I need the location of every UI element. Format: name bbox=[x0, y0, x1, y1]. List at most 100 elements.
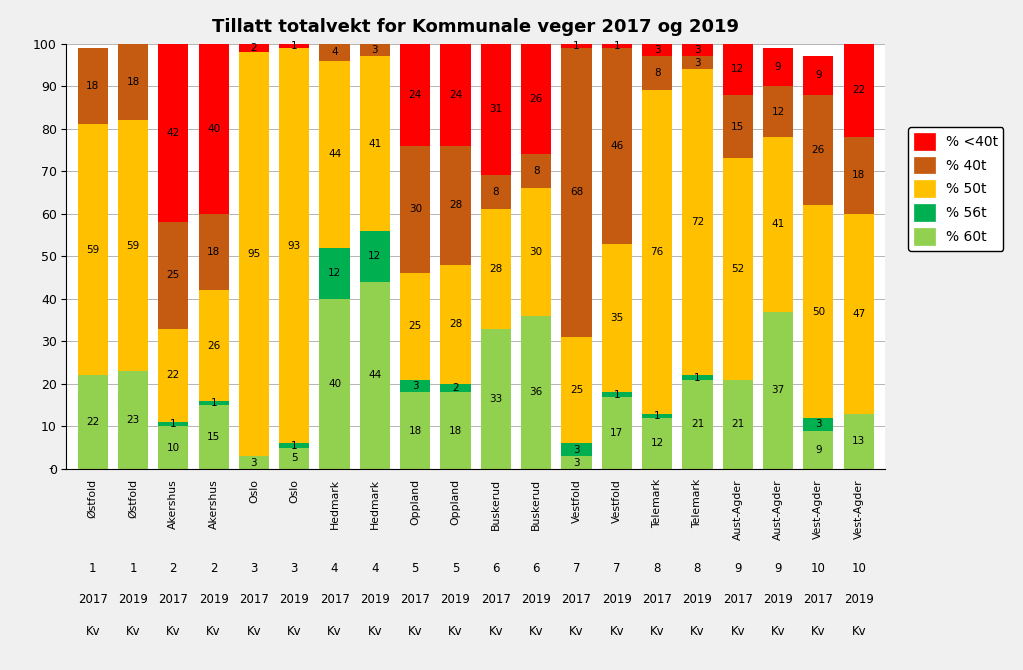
Text: 5: 5 bbox=[452, 561, 459, 575]
Text: Kv: Kv bbox=[730, 624, 745, 638]
Text: 12: 12 bbox=[771, 107, 785, 117]
Text: 44: 44 bbox=[368, 371, 382, 381]
Text: Buskerud: Buskerud bbox=[491, 479, 501, 530]
Text: 22: 22 bbox=[86, 417, 99, 427]
Bar bbox=[400, 44, 431, 145]
Bar bbox=[441, 393, 471, 469]
Text: Hedmark: Hedmark bbox=[370, 479, 380, 529]
Text: 37: 37 bbox=[771, 385, 785, 395]
Text: 1: 1 bbox=[291, 441, 298, 451]
Text: Kv: Kv bbox=[367, 624, 383, 638]
Bar bbox=[319, 299, 350, 469]
Text: 52: 52 bbox=[731, 264, 745, 274]
Bar bbox=[78, 48, 107, 125]
Text: 2019: 2019 bbox=[118, 593, 148, 606]
Text: 12: 12 bbox=[651, 438, 664, 448]
Bar bbox=[238, 44, 269, 52]
Text: 2019: 2019 bbox=[441, 593, 471, 606]
Bar bbox=[682, 56, 713, 69]
Text: 9: 9 bbox=[774, 561, 782, 575]
Text: Kv: Kv bbox=[650, 624, 664, 638]
Text: 18: 18 bbox=[86, 81, 99, 91]
Text: Telemark: Telemark bbox=[652, 479, 662, 529]
Text: 25: 25 bbox=[167, 271, 180, 281]
Text: 9: 9 bbox=[774, 62, 782, 72]
Text: Buskerud: Buskerud bbox=[531, 479, 541, 530]
Bar bbox=[441, 384, 471, 393]
Text: 6: 6 bbox=[492, 561, 499, 575]
Text: Oslo: Oslo bbox=[290, 479, 300, 503]
Text: 3: 3 bbox=[412, 381, 418, 391]
Text: 9: 9 bbox=[815, 70, 821, 80]
Bar bbox=[844, 44, 874, 137]
Bar bbox=[481, 176, 510, 210]
Bar bbox=[118, 371, 148, 469]
Bar bbox=[279, 48, 309, 444]
Bar bbox=[319, 60, 350, 248]
Bar bbox=[682, 380, 713, 469]
Text: 2017: 2017 bbox=[642, 593, 672, 606]
Text: 2019: 2019 bbox=[360, 593, 390, 606]
Text: 59: 59 bbox=[86, 245, 99, 255]
Bar bbox=[803, 431, 834, 469]
Text: 2017: 2017 bbox=[481, 593, 510, 606]
Bar bbox=[521, 316, 551, 469]
Bar bbox=[159, 426, 188, 469]
Text: Hedmark: Hedmark bbox=[329, 479, 340, 529]
Text: 18: 18 bbox=[127, 77, 140, 87]
Text: 10: 10 bbox=[851, 561, 866, 575]
Text: 1: 1 bbox=[654, 411, 661, 421]
Text: Akershus: Akershus bbox=[209, 479, 219, 529]
Bar bbox=[844, 214, 874, 413]
Text: 47: 47 bbox=[852, 309, 865, 319]
Text: 28: 28 bbox=[449, 320, 462, 330]
Bar bbox=[159, 328, 188, 422]
Bar bbox=[481, 210, 510, 328]
Text: 35: 35 bbox=[610, 313, 623, 323]
Text: 3: 3 bbox=[371, 45, 379, 55]
Text: 2017: 2017 bbox=[723, 593, 753, 606]
Bar bbox=[562, 337, 591, 444]
Bar bbox=[722, 380, 753, 469]
Text: 24: 24 bbox=[449, 90, 462, 100]
Text: 1: 1 bbox=[129, 561, 137, 575]
Text: Aust-Agder: Aust-Agder bbox=[732, 479, 743, 539]
Text: 25: 25 bbox=[570, 385, 583, 395]
Bar bbox=[78, 125, 107, 375]
Bar bbox=[198, 405, 229, 469]
Text: Oslo: Oslo bbox=[249, 479, 259, 503]
Text: 44: 44 bbox=[328, 149, 342, 159]
Bar bbox=[722, 44, 753, 94]
Text: 2: 2 bbox=[251, 43, 257, 53]
Text: 2: 2 bbox=[452, 383, 459, 393]
Text: 1: 1 bbox=[695, 373, 701, 383]
Text: 3: 3 bbox=[815, 419, 821, 429]
Text: 41: 41 bbox=[368, 139, 382, 149]
Bar bbox=[642, 56, 672, 90]
Bar bbox=[360, 230, 390, 282]
Text: 3: 3 bbox=[251, 458, 257, 468]
Bar bbox=[481, 44, 510, 176]
Bar bbox=[803, 205, 834, 418]
Bar bbox=[763, 86, 793, 137]
Text: 2017: 2017 bbox=[78, 593, 107, 606]
Text: 3: 3 bbox=[251, 561, 258, 575]
Text: 30: 30 bbox=[530, 247, 543, 257]
Bar bbox=[722, 158, 753, 380]
Text: 22: 22 bbox=[852, 85, 865, 95]
Text: 26: 26 bbox=[207, 340, 220, 350]
Text: 2019: 2019 bbox=[522, 593, 551, 606]
Text: 7: 7 bbox=[573, 561, 580, 575]
Text: 12: 12 bbox=[328, 268, 342, 278]
Text: 1: 1 bbox=[614, 41, 620, 51]
Text: Vestfold: Vestfold bbox=[612, 479, 622, 523]
Bar bbox=[159, 422, 188, 426]
Bar bbox=[803, 418, 834, 431]
Text: 10: 10 bbox=[167, 443, 180, 453]
Text: 4: 4 bbox=[371, 561, 379, 575]
Bar bbox=[481, 328, 510, 469]
Text: 1: 1 bbox=[573, 41, 580, 51]
Text: 3: 3 bbox=[654, 45, 661, 55]
Text: 2: 2 bbox=[170, 561, 177, 575]
Text: 3: 3 bbox=[573, 458, 580, 468]
